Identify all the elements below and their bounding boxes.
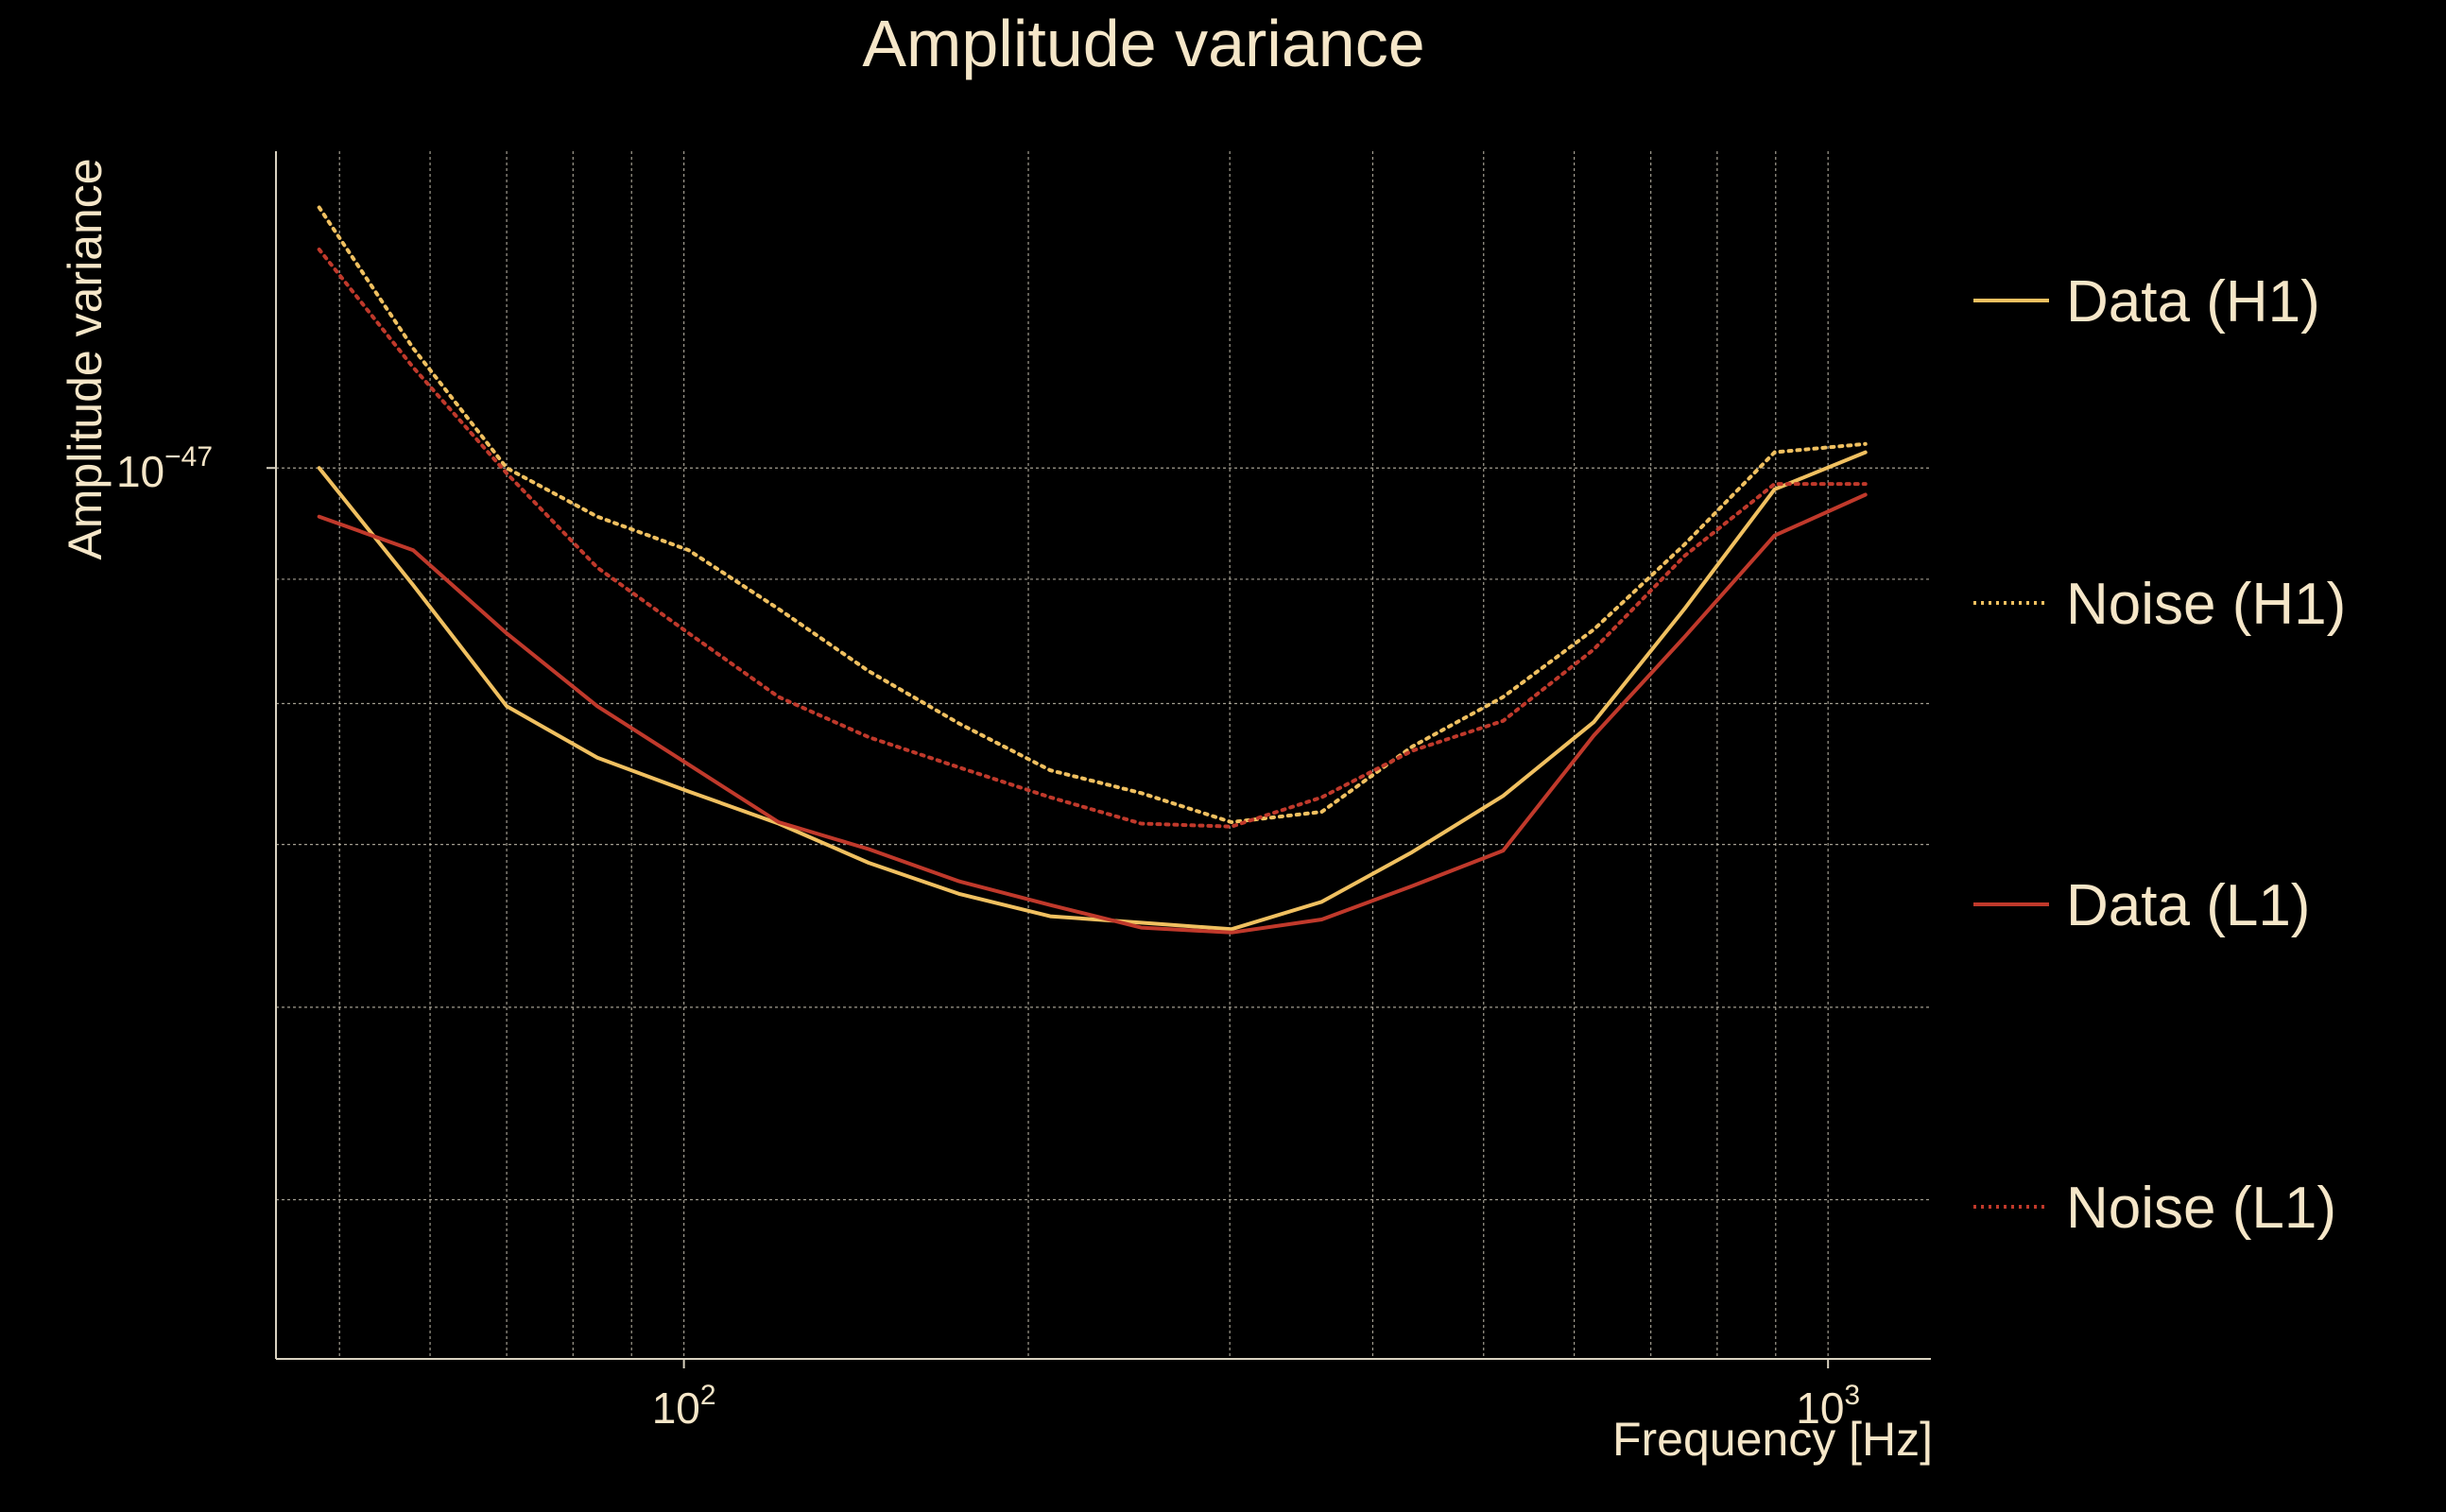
tick-labels: 102 103 10−47 <box>116 441 1860 1433</box>
series-line-data-h1 <box>317 450 1868 932</box>
x-tick-label: 102 <box>652 1380 716 1433</box>
x-tick-label: 103 <box>1796 1380 1860 1433</box>
y-axis-label: Amplitude variance <box>59 158 112 559</box>
y-tick-label: 10−47 <box>116 441 213 496</box>
grid <box>276 151 1931 1359</box>
legend-label: Noise (L1) <box>2066 1176 2336 1241</box>
axes <box>275 151 1931 1360</box>
series-line-data-l1 <box>317 492 1868 935</box>
legend-label: Data (H1) <box>2066 269 2320 335</box>
series-line-noise-l1 <box>317 248 1868 829</box>
chart-title: Amplitude variance <box>862 7 1424 80</box>
series-line-noise-h1 <box>317 205 1868 824</box>
legend-label: Noise (H1) <box>2066 572 2346 637</box>
legend: Data (H1) Noise (H1) Data (L1) Noise (L1) <box>1973 269 2346 1241</box>
plot-area <box>317 205 1868 935</box>
legend-label: Data (L1) <box>2066 873 2310 938</box>
x-axis-label: Frequency [Hz] <box>1612 1413 1933 1466</box>
